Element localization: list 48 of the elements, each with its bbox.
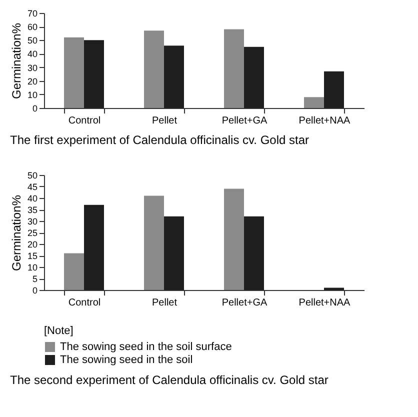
legend-label: The sowing seed in the soil surface <box>60 341 232 353</box>
bar <box>244 216 264 290</box>
y-axis-title: Germination% <box>9 194 24 272</box>
y-tick-label: 40 <box>27 194 38 204</box>
y-tick-label: 50 <box>27 170 38 180</box>
y-tick-label: 70 <box>27 8 38 18</box>
y-tick-label: 45 <box>27 182 38 192</box>
bar <box>144 30 164 108</box>
x-tick-label: Pellet+GA <box>222 298 268 308</box>
x-tick-label: Control <box>68 298 101 308</box>
legend-label: The sowing seed in the soil <box>60 354 193 366</box>
text: The second experiment of Calendula officinalis cv. Gold star <box>10 373 328 387</box>
bar <box>224 29 244 108</box>
bar <box>324 71 344 108</box>
bar <box>244 46 264 108</box>
y-tick-label: 0 <box>32 104 38 114</box>
bar <box>64 37 84 108</box>
y-tick-label: 30 <box>27 62 38 73</box>
x-tick-label: Pellet+NAA <box>298 116 351 126</box>
y-axis-title: Germination% <box>9 22 24 100</box>
text: The first experiment of Calendula officinalis cv. Gold star <box>10 133 310 147</box>
bar <box>164 216 184 290</box>
x-tick-label: Pellet <box>152 298 178 308</box>
y-tick-label: 30 <box>27 216 38 226</box>
y-tick-label: 10 <box>27 90 38 100</box>
y-tick-label: 40 <box>27 49 38 60</box>
y-tick-label: 15 <box>27 251 38 261</box>
y-tick-label: 20 <box>27 240 38 250</box>
bar <box>64 253 84 290</box>
y-tick-label: 10 <box>27 262 38 272</box>
legend-title: [Note] <box>44 325 74 337</box>
y-tick-label: 20 <box>27 76 38 86</box>
y-tick-label: 50 <box>27 36 38 46</box>
x-tick-label: Pellet+NAA <box>298 298 351 308</box>
x-tick-label: Pellet <box>152 116 178 126</box>
bar <box>304 97 324 108</box>
bar <box>164 46 184 108</box>
bar <box>84 40 104 108</box>
y-tick-label: 60 <box>27 22 38 32</box>
y-tick-label: 5 <box>32 274 38 284</box>
y-tick-label: 0 <box>32 286 38 296</box>
bar <box>144 196 164 290</box>
x-tick-label: Control <box>68 116 101 126</box>
bar <box>224 188 244 290</box>
y-tick-label: 25 <box>27 228 38 238</box>
y-tick-label: 35 <box>27 205 38 215</box>
x-tick-label: Pellet+GA <box>222 116 268 126</box>
bar <box>84 204 104 290</box>
